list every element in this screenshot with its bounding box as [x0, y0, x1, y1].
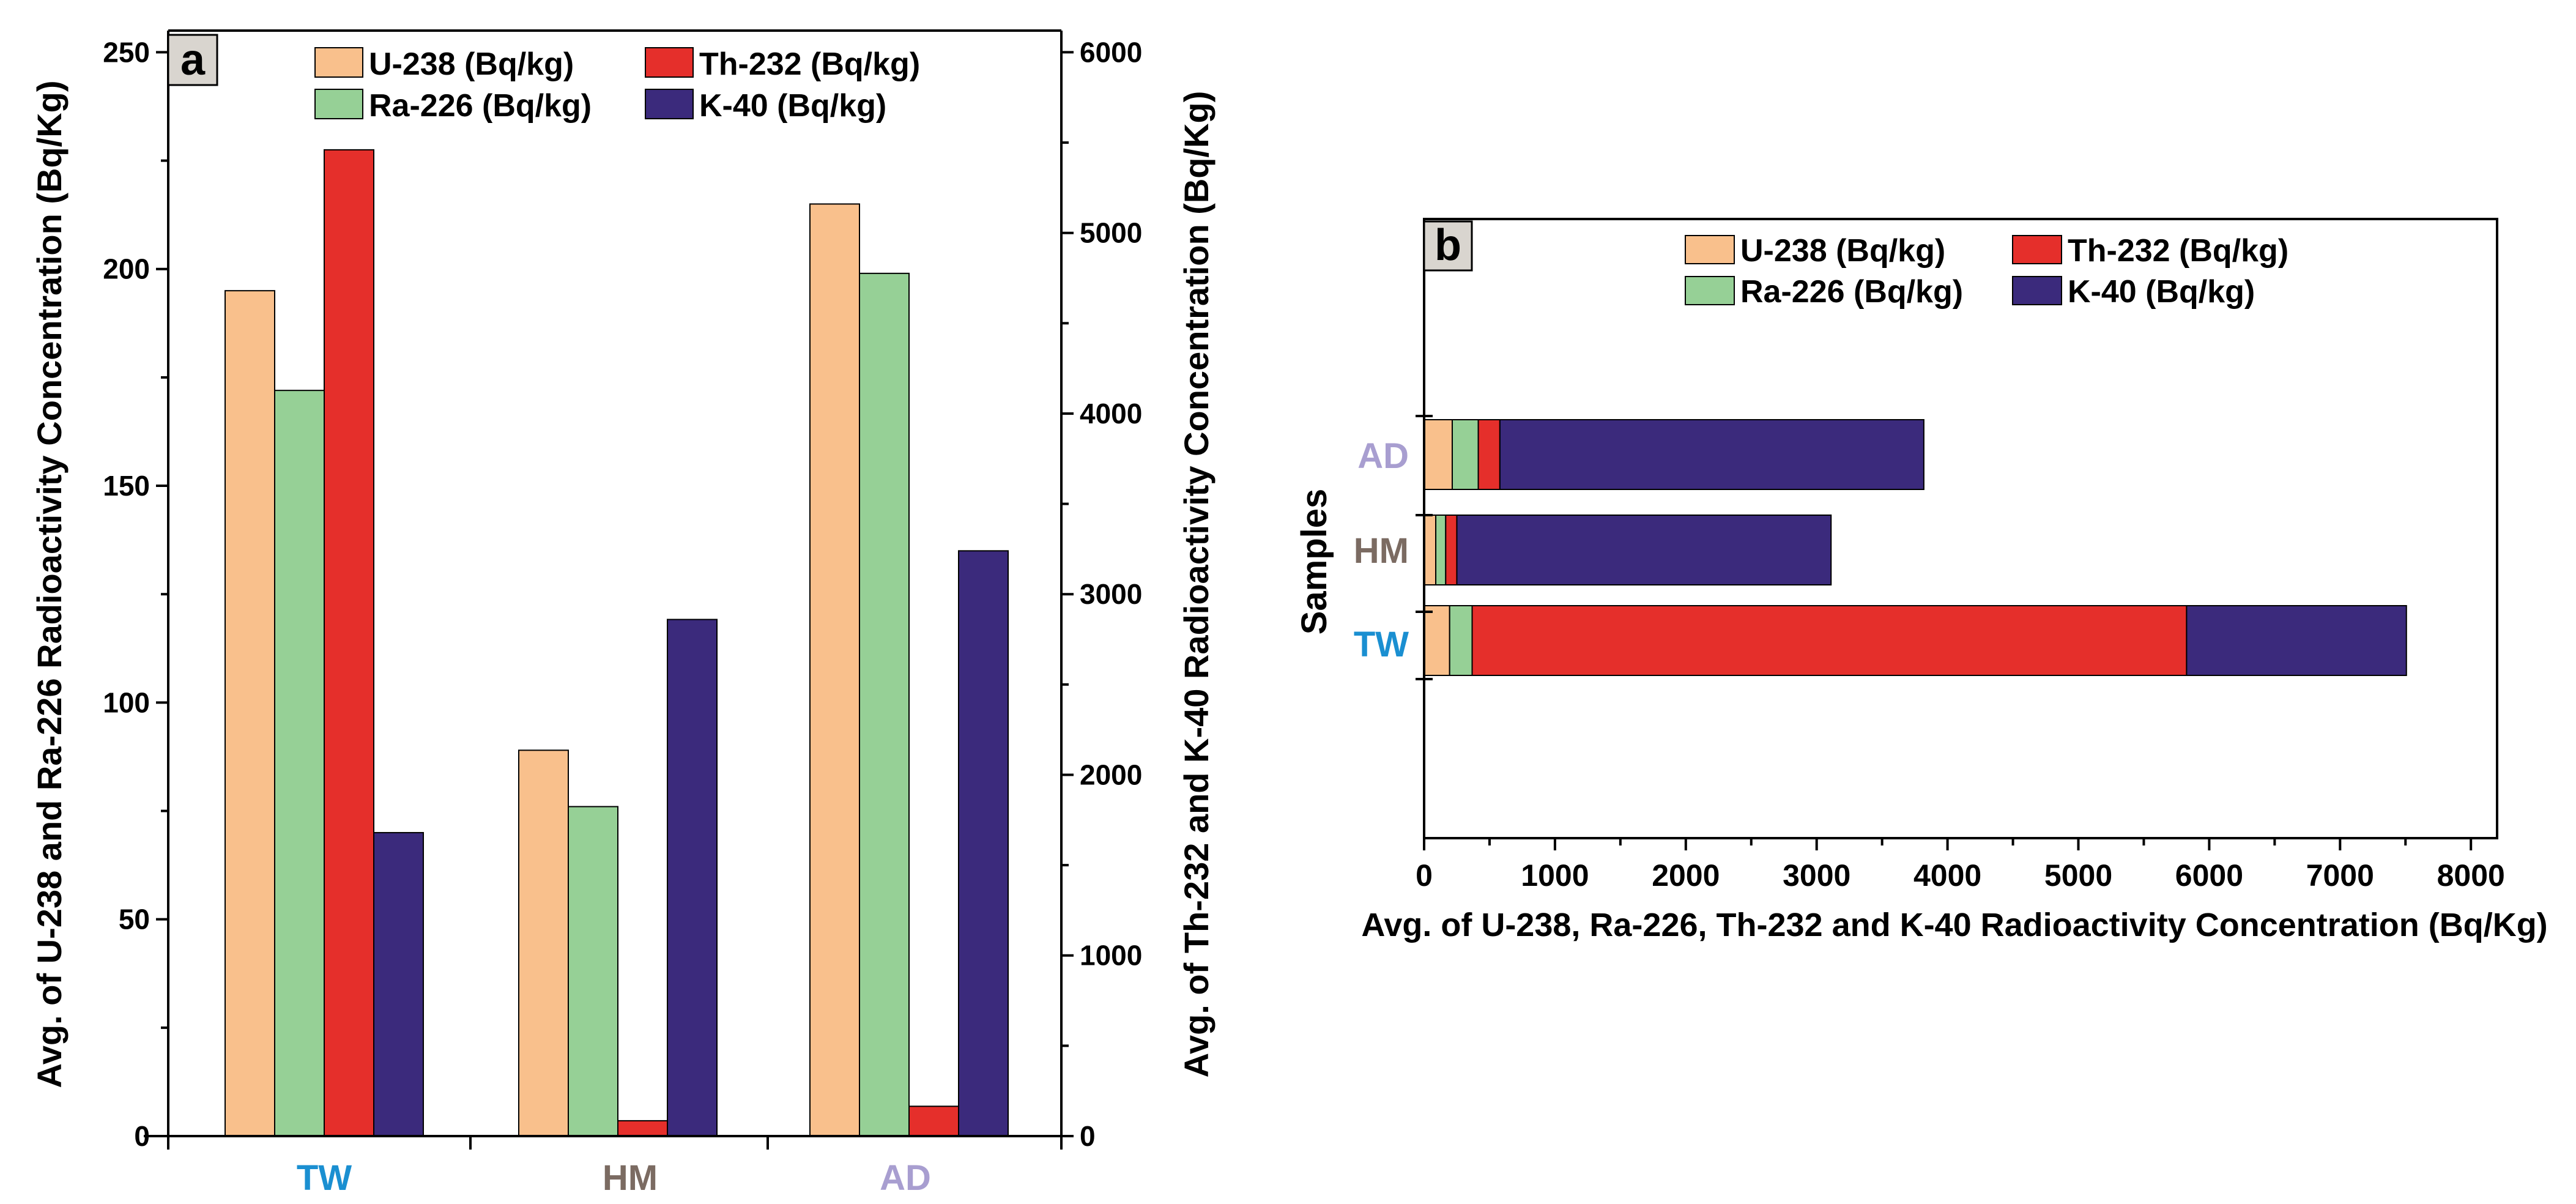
panel-label: a [180, 35, 206, 84]
panel-a-chart: 0 50 100 150 200 250 0 1000 2000 3000 4000 5000 6000… [30, 29, 1216, 1198]
right-tick-label: 4000 [1080, 398, 1142, 429]
bar-hm-k-40 [667, 619, 718, 1137]
category-label-tw: TW [297, 1158, 352, 1198]
right-tick-label: 1000 [1080, 940, 1142, 972]
bar-hm-u-238 [518, 749, 569, 1137]
x-tick-label: 2000 [1652, 858, 1720, 893]
bar-hm-u-238 [1423, 515, 1437, 585]
legend-label: U-238 (Bq/kg) [1740, 233, 1945, 269]
bar-tw-th-232 [324, 149, 374, 1137]
x-tick-label: 8000 [2437, 858, 2505, 893]
x-tick-label: 6000 [2175, 858, 2243, 893]
panel-label: b [1435, 221, 1461, 270]
bar-hm-k-40 [1456, 515, 1832, 585]
panel-b-chart: 0 1000 2000 3000 4000 5000 6000 7000 8000 AD HM TW A… [1294, 218, 2548, 943]
bar-ad-k-40 [958, 550, 1009, 1137]
x-tick-label: 0 [1416, 858, 1433, 893]
category-label-hm: HM [603, 1158, 658, 1198]
x-tick-label: 7000 [2306, 858, 2374, 893]
plot-frame [1423, 218, 2498, 839]
x-tick-label: 5000 [2044, 858, 2112, 893]
legend-swatch-u-238 [314, 47, 363, 78]
x-tick-label: 1000 [1521, 858, 1589, 893]
right-tick-label: 5000 [1080, 217, 1142, 249]
y-axis-right-title: Avg. of Th-232 and K-40 Radioactivity Co… [1177, 91, 1216, 1078]
bar-tw-u-238 [225, 290, 275, 1137]
legend-label: K-40 (Bq/kg) [699, 88, 886, 124]
left-tick-label: 250 [103, 36, 150, 68]
legend-swatch-u-238 [1685, 235, 1735, 264]
bar-hm-ra-226 [1435, 515, 1447, 585]
bar-ad-u-238 [1423, 419, 1453, 490]
bar-tw-ra-226 [1449, 605, 1473, 676]
right-tick-label: 3000 [1080, 578, 1142, 610]
category-label-ad: AD [880, 1158, 931, 1198]
category-label-hm: HM [1354, 531, 1409, 571]
x-axis-title: Avg. of U-238, Ra-226, Th-232 and K-40 R… [1361, 907, 2547, 943]
bar-ad-ra-226 [1451, 419, 1479, 490]
bar-tw-k-40 [373, 831, 424, 1137]
right-tick-label: 0 [1080, 1120, 1096, 1152]
legend-label: U-238 (Bq/kg) [369, 46, 574, 82]
y-axis-title: Samples [1294, 489, 1334, 635]
category-label-ad: AD [1357, 436, 1409, 476]
left-tick-label: 50 [119, 904, 150, 935]
legend-swatch-th-232 [645, 47, 694, 78]
bar-ad-u-238 [809, 203, 860, 1137]
legend-label: Ra-226 (Bq/kg) [1740, 274, 1963, 310]
x-tick-label: 3000 [1783, 858, 1850, 893]
legend-swatch-th-232 [2012, 235, 2062, 264]
legend-swatch-ra-226 [314, 89, 363, 119]
left-tick-label: 100 [103, 686, 150, 718]
bar-ad-k-40 [1499, 419, 1925, 490]
bar-tw-k-40 [2186, 605, 2407, 676]
category-label-tw: TW [1354, 625, 1409, 664]
legend-label: K-40 (Bq/kg) [2068, 274, 2255, 310]
legend-label: Ra-226 (Bq/kg) [369, 88, 592, 124]
y-axis-left-title: Avg. of U-238 and Ra-226 Radioactivity C… [30, 80, 69, 1088]
panel-label-box [1423, 220, 1473, 272]
legend-swatch-ra-226 [1685, 276, 1735, 305]
x-tick-label: 4000 [1913, 858, 1981, 893]
bar-hm-th-232 [617, 1120, 668, 1137]
bar-hm-th-232 [1445, 515, 1458, 585]
bar-ad-ra-226 [859, 272, 910, 1137]
left-tick-label: 0 [134, 1120, 150, 1152]
bar-tw-ra-226 [274, 390, 325, 1137]
bar-tw-u-238 [1423, 605, 1450, 676]
bar-hm-ra-226 [568, 806, 618, 1137]
left-tick-label: 150 [103, 470, 150, 502]
bar-tw-th-232 [1471, 605, 2188, 676]
right-tick-label: 2000 [1080, 759, 1142, 790]
legend-swatch-k-40 [645, 89, 694, 119]
right-tick-label: 6000 [1080, 36, 1142, 68]
left-tick-label: 200 [103, 253, 150, 285]
panel-label-box [167, 34, 218, 86]
bar-ad-th-232 [908, 1106, 959, 1137]
legend-label: Th-232 (Bq/kg) [2068, 233, 2288, 269]
legend-swatch-k-40 [2012, 276, 2062, 305]
bar-ad-th-232 [1477, 419, 1501, 490]
legend-label: Th-232 (Bq/kg) [699, 46, 920, 82]
